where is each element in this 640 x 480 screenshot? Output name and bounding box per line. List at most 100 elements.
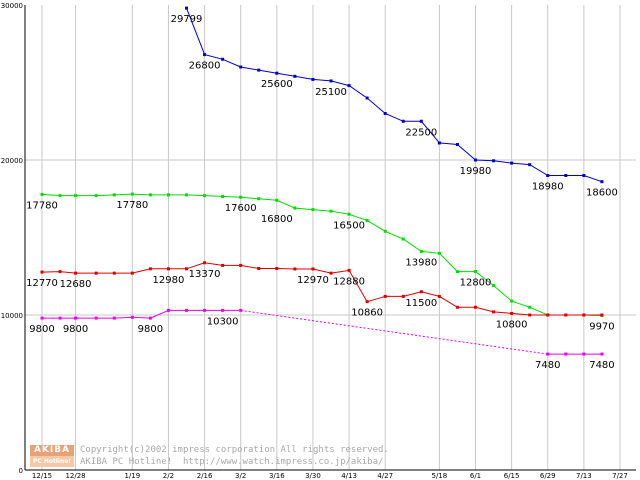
data-point [221,57,225,61]
data-point [329,209,333,213]
data-label: 29799 [171,14,203,25]
data-point [166,193,170,197]
data-point [130,192,134,196]
data-point [221,194,225,198]
data-point [582,352,586,356]
akiba-logo-top: AKIBA [30,445,74,456]
data-point [600,180,604,184]
data-point [311,267,315,271]
data-point [311,77,315,81]
data-label: 13980 [405,257,437,268]
series-0-line [186,7,603,183]
data-label: 10300 [207,316,239,327]
data-point [239,65,243,69]
x-tick-label: 3/16 [269,472,285,480]
data-label: 12970 [297,275,329,286]
x-tick-label: 2/16 [197,472,213,480]
data-point [58,316,62,320]
x-tick-label: 2/2 [163,472,174,480]
data-label: 9800 [29,324,54,335]
x-tick-label: 6/1 [470,472,481,480]
data-point [401,119,405,123]
data-point [510,299,514,303]
data-label: 7480 [589,360,614,371]
data-point [329,271,333,275]
data-point [185,308,188,312]
y-tick-label: 10000 [1,312,23,320]
data-label: 13370 [189,269,221,280]
x-tick-label: 1/19 [124,472,140,480]
data-point [383,229,387,233]
data-point [94,316,98,320]
data-point [546,352,550,356]
data-point [293,267,297,271]
data-point [564,174,568,177]
data-point [564,352,568,356]
data-point [239,263,243,267]
data-point [455,143,459,146]
data-point [275,198,279,202]
data-point [564,313,568,317]
data-label: 25600 [261,79,293,90]
data-point [600,313,604,317]
data-point [347,212,351,216]
x-tick-label: 4/27 [377,472,393,480]
data-point [437,141,441,145]
data-label: 22500 [405,127,437,138]
data-point [510,311,514,315]
data-label: 26800 [189,61,221,72]
data-point [148,193,152,197]
data-point [383,112,387,115]
data-point [329,79,333,83]
data-label: 7480 [535,360,560,371]
data-point [203,53,207,57]
data-label: 12800 [460,278,492,289]
data-point [275,267,279,270]
data-point [74,316,78,320]
data-point [474,158,477,162]
x-tick-label: 7/13 [576,472,592,480]
data-point [203,194,207,198]
x-tick-label: 6/15 [504,472,520,480]
data-point [40,316,44,320]
x-tick-label: 4/13 [341,472,357,480]
data-point [40,270,44,274]
data-point [203,308,207,312]
data-point [94,194,98,198]
data-point [185,6,188,10]
data-point [401,294,405,298]
data-label: 17780 [116,200,148,211]
data-label: 10800 [496,319,528,330]
data-point [474,270,477,274]
data-point [419,119,423,123]
data-point [492,159,496,163]
x-tick-label: 3/2 [235,472,246,480]
x-tick-label: 3/30 [305,472,321,480]
y-tick-label: 30000 [1,2,23,10]
data-label: 25100 [315,87,347,98]
data-point [112,193,116,197]
data-point [293,206,297,210]
data-point [455,270,459,274]
data-label: 9970 [589,321,614,332]
data-point [311,208,315,212]
data-point [148,316,152,320]
data-point [185,193,188,197]
data-label: 17780 [26,200,58,211]
data-point [383,294,387,298]
data-point [528,313,532,317]
data-point [546,313,550,317]
data-point [203,261,207,265]
data-point [474,305,477,309]
data-point [546,174,550,177]
akiba-logo: AKIBA PC Hotline! [30,445,74,467]
data-label: 19980 [460,166,492,177]
data-point [419,290,423,294]
data-point [455,305,459,309]
series-3-line [42,309,241,319]
data-point [130,271,134,275]
series-2-line [41,262,602,316]
data-point [365,300,369,304]
data-label: 10860 [351,308,383,319]
